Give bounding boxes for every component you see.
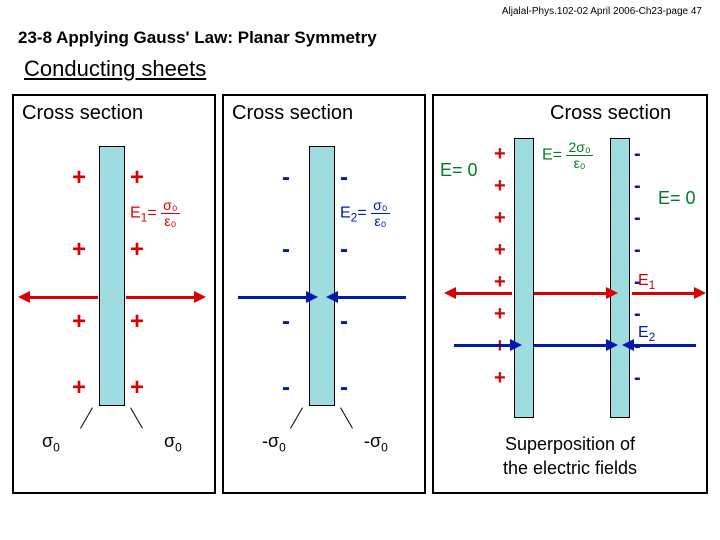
panel-right: Cross section ++++++++--------E= 0E= 0E=…: [432, 94, 708, 494]
panel-left-title: Cross section: [22, 102, 143, 125]
panel-middle: Cross section --------E2= σ₀ε₀-σ0-σ0: [222, 94, 426, 494]
header-right: Aljalal-Phys.102-02 April 2006-Ch23-page…: [502, 6, 702, 17]
panel-right-title: Cross section: [550, 102, 671, 125]
chapter-title: 23-8 Applying Gauss' Law: Planar Symmetr…: [18, 28, 377, 48]
panel-left: Cross section ++++++++E1= σ₀ε₀σ0σ0: [12, 94, 216, 494]
panel-middle-title: Cross section: [232, 102, 353, 125]
subtitle: Conducting sheets: [24, 56, 206, 82]
